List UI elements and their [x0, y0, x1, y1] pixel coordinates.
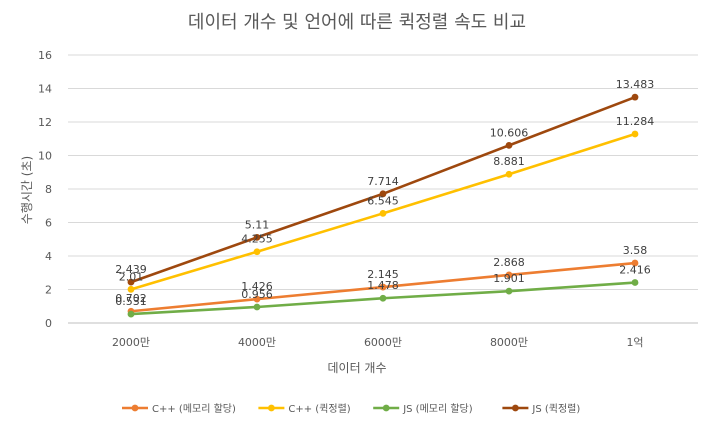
data-label: 13.483	[616, 78, 655, 91]
y-axis-title: 수행시간 (초)	[19, 156, 34, 224]
y-tick-label: 10	[38, 150, 52, 163]
data-label: 2.868	[493, 256, 525, 269]
series-line-3	[129, 95, 637, 284]
x-tick-label: 2000만	[112, 336, 150, 349]
legend-entry-label: JS (메모리 할당)	[402, 403, 473, 415]
series-lines	[127, 93, 639, 318]
data-point	[253, 234, 261, 241]
data-label: 8.881	[493, 155, 525, 168]
data-point	[127, 285, 135, 293]
legend: C++ (메모리 할당) C++ (퀵정렬) JS (메모리 할당) JS (퀵정렬)	[122, 402, 580, 415]
data-point	[505, 287, 513, 295]
y-tick-label: 0	[45, 317, 52, 330]
data-label: 2.01	[119, 270, 144, 283]
data-point	[505, 170, 513, 178]
legend-swatch-marker	[268, 404, 275, 412]
data-point	[253, 295, 261, 303]
data-point	[631, 279, 639, 286]
data-label: 2.416	[619, 264, 651, 277]
legend-entry-label: C++ (메모리 할당)	[152, 403, 236, 415]
data-label: 2.439	[115, 263, 147, 276]
x-tick-label: 1억	[626, 336, 643, 349]
data-label: 7.714	[367, 175, 399, 188]
chart-title: 데이터 개수 및 언어에 따른 퀵정렬 속도 비교	[188, 12, 526, 33]
data-label: 0.956	[241, 288, 273, 301]
data-point	[127, 310, 135, 318]
data-label: 5.11	[245, 218, 270, 231]
data-label: 10.606	[490, 126, 529, 139]
data-label: 3.58	[623, 244, 648, 257]
data-label: 1.478	[367, 279, 399, 292]
gridlines	[68, 54, 698, 324]
data-label: 6.545	[367, 194, 399, 207]
data-point	[253, 303, 261, 311]
legend-entry-label: JS (퀵정렬)	[531, 402, 580, 415]
data-point	[505, 141, 513, 149]
data-label: 2.145	[367, 268, 399, 281]
x-axis-ticks: 2000만 4000만 6000만 8000만 1억	[112, 336, 644, 349]
legend-swatch-marker	[512, 404, 519, 412]
y-axis-ticks: 0 2 4 6 8 10 12 14 16	[38, 49, 52, 330]
data-point	[631, 259, 639, 267]
data-point	[253, 248, 261, 256]
data-label: 1.901	[493, 272, 525, 285]
data-label: 0.702	[115, 292, 147, 305]
y-tick-label: 2	[45, 284, 52, 297]
data-point	[379, 209, 387, 217]
legend-swatch-marker	[131, 404, 139, 412]
data-label: 0.531	[115, 295, 147, 308]
data-labels: 0.702 1.426 2.145 2.868 3.58 2.01 4.255 6.545 8.…	[115, 78, 654, 308]
data-point	[505, 271, 513, 279]
data-label: 11.284	[616, 115, 655, 128]
data-point	[127, 278, 135, 286]
y-tick-label: 12	[38, 116, 52, 129]
legend-entry-label: C++ (퀵정렬)	[288, 402, 350, 415]
x-tick-label: 6000만	[364, 336, 402, 349]
data-point	[631, 130, 639, 138]
x-tick-label: 8000만	[490, 336, 528, 349]
y-tick-label: 16	[38, 49, 52, 62]
data-label: 1.426	[241, 280, 273, 293]
data-point	[631, 93, 639, 101]
x-axis-title: 데이터 개수	[327, 361, 386, 375]
x-tick-label: 4000만	[238, 336, 276, 349]
y-tick-label: 6	[45, 217, 52, 230]
legend-swatch-marker	[382, 404, 390, 412]
y-tick-label: 8	[45, 183, 52, 196]
y-tick-label: 14	[38, 83, 52, 96]
y-tick-label: 4	[45, 250, 52, 263]
data-point	[379, 190, 387, 198]
data-point	[379, 283, 387, 291]
data-point	[379, 294, 387, 302]
data-label: 4.255	[241, 233, 273, 246]
